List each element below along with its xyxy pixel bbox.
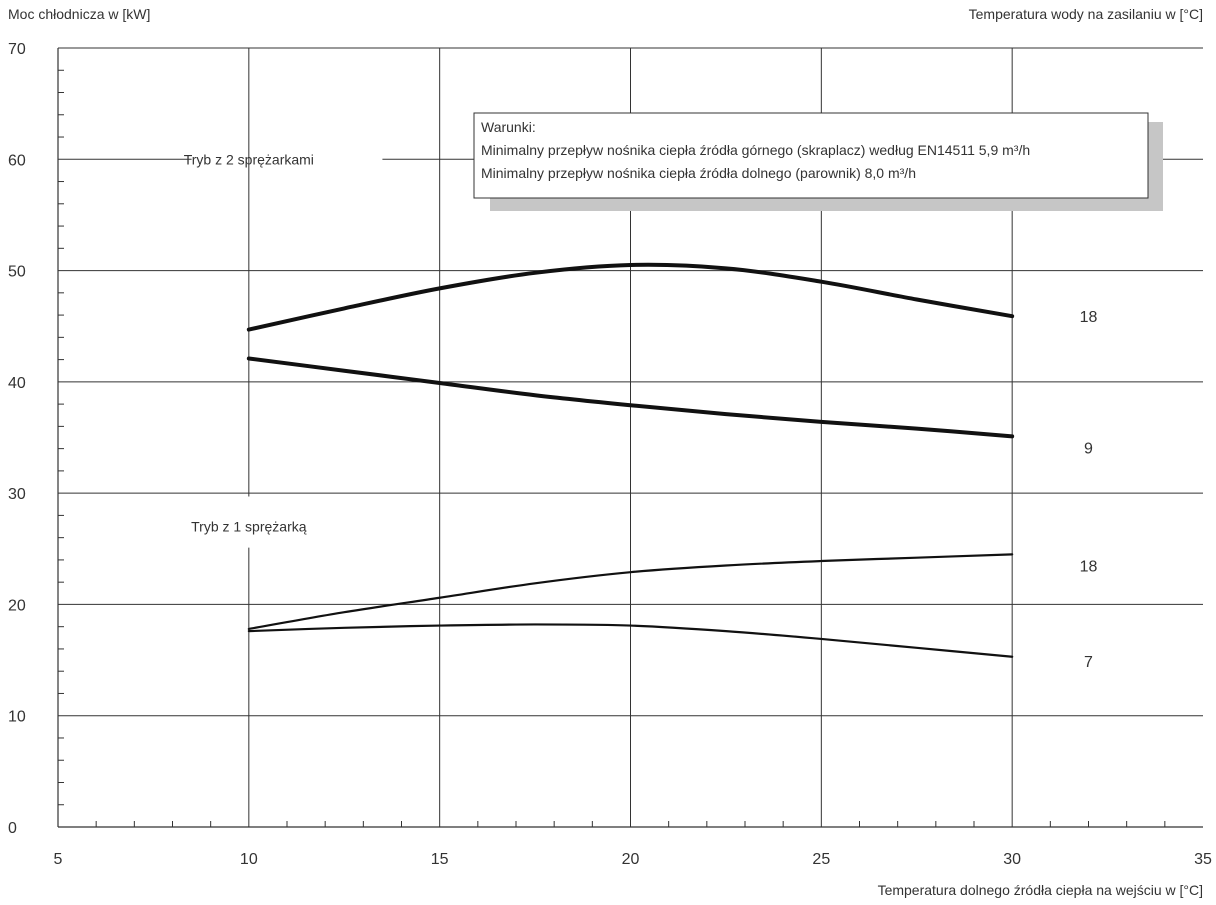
x-tick-label-35: 35 xyxy=(1194,851,1212,868)
x-tick-label-10: 10 xyxy=(240,851,258,868)
mode-label-two-compressors: Tryb z 2 sprężarkami xyxy=(184,151,314,167)
series-line-2c-9 xyxy=(246,356,1015,439)
series-label-1c-18: 18 xyxy=(1080,558,1098,575)
x-tick-labels: 5 10 15 20 25 30 35 xyxy=(54,851,1212,868)
mode-labels: Tryb z 2 sprężarkami Tryb z 1 sprężarką xyxy=(184,151,314,534)
y-tick-label-30: 30 xyxy=(8,486,26,503)
y-tick-label-60: 60 xyxy=(8,152,26,169)
conditions-note-box xyxy=(473,112,1149,199)
series-lines xyxy=(246,262,1015,658)
series-label-1c-7: 7 xyxy=(1084,654,1093,671)
series-label-2c-9: 9 xyxy=(1084,441,1093,458)
x-tick-label-20: 20 xyxy=(622,851,640,868)
series-line-1c-18 xyxy=(247,553,1014,631)
x-tick-label-5: 5 xyxy=(54,851,63,868)
series-line-2c-18 xyxy=(246,262,1015,332)
series-line-1c-7 xyxy=(247,623,1014,658)
y-tick-label-0: 0 xyxy=(8,820,17,837)
conditions-note-heading: Warunki: xyxy=(481,119,536,135)
y-tick-label-10: 10 xyxy=(8,709,26,726)
x-tick-label-25: 25 xyxy=(812,851,830,868)
y-tick-label-40: 40 xyxy=(8,375,26,392)
legend-title: Temperatura wody na zasilaniu w [°C] xyxy=(969,6,1203,22)
y-tick-label-50: 50 xyxy=(8,264,26,281)
x-tick-label-15: 15 xyxy=(431,851,449,868)
mode-label-one-compressor: Tryb z 1 sprężarką xyxy=(191,519,307,535)
y-tick-label-70: 70 xyxy=(8,41,26,58)
series-label-2c-18: 18 xyxy=(1080,309,1098,326)
x-axis-title: Temperatura dolnego źródła ciepła na wej… xyxy=(878,882,1203,898)
x-tick-label-30: 30 xyxy=(1003,851,1021,868)
conditions-note-line-2: Minimalny przepływ nośnika ciepła źródła… xyxy=(481,165,916,181)
y-tick-labels: 0 10 20 30 40 50 60 70 xyxy=(8,41,26,837)
series-labels: 18 9 18 7 xyxy=(1080,309,1098,671)
conditions-note-line-1: Minimalny przepływ nośnika ciepła źródła… xyxy=(481,142,1030,158)
y-axis-title: Moc chłodnicza w [kW] xyxy=(8,6,150,22)
conditions-note: Warunki: Minimalny przepływ nośnika ciep… xyxy=(473,112,1163,211)
minor-ticks xyxy=(58,69,1166,827)
y-tick-label-20: 20 xyxy=(8,597,26,614)
